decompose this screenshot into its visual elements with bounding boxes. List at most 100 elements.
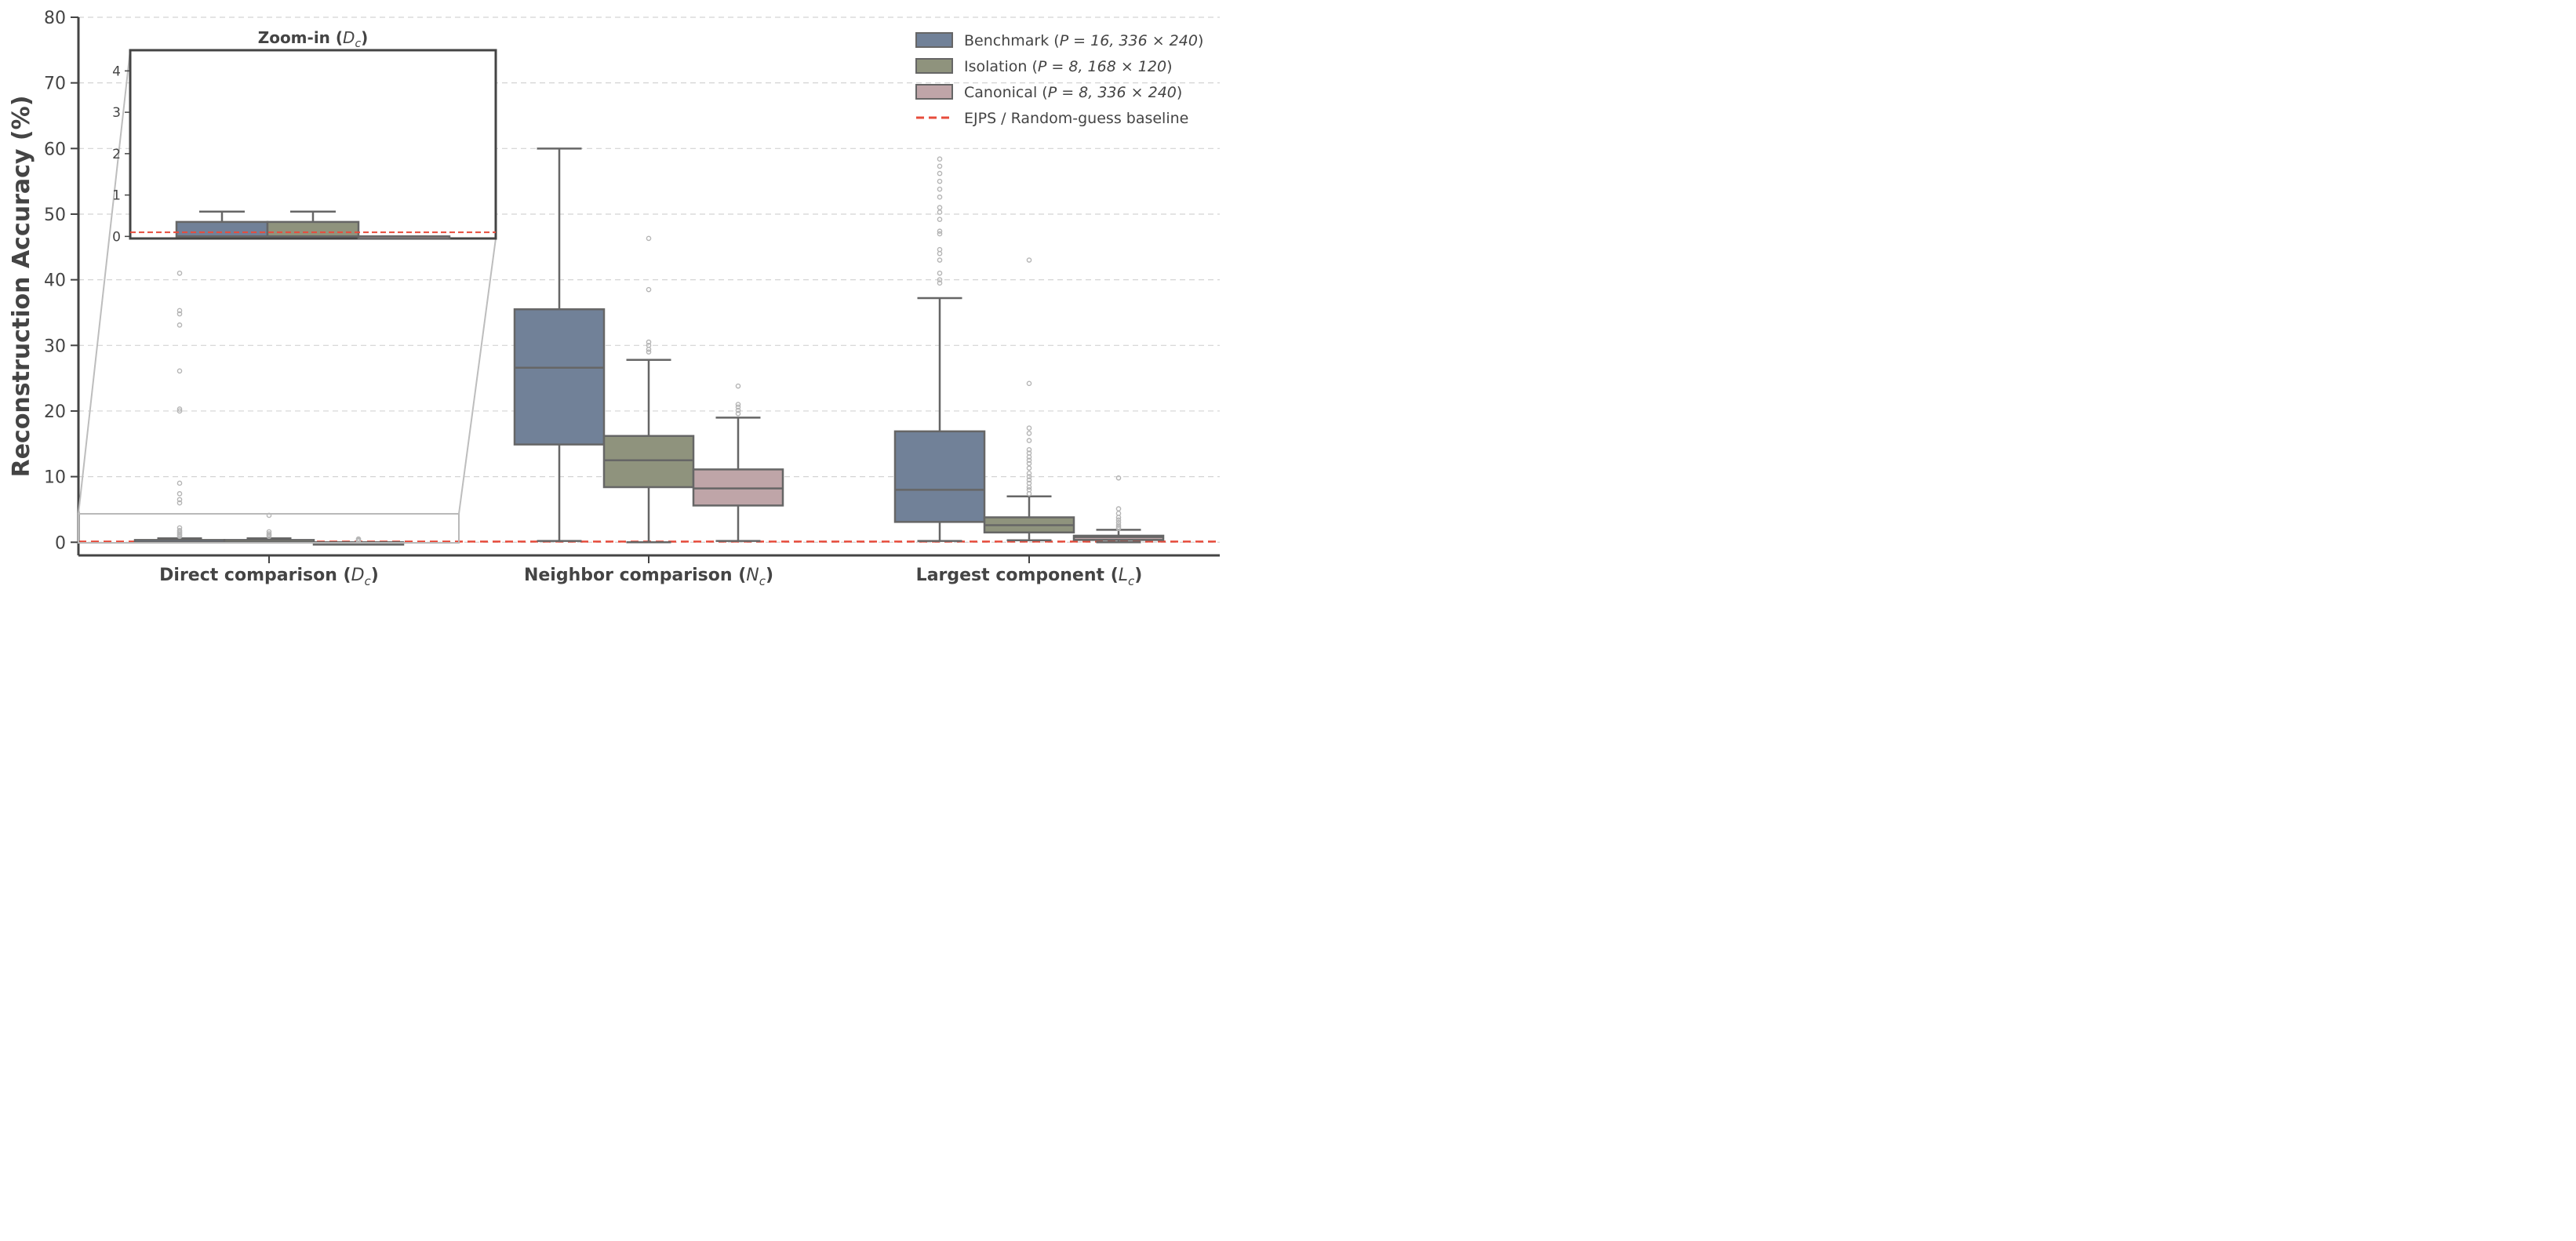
outlier-point — [1027, 258, 1031, 262]
outlier-point — [937, 187, 941, 191]
outlier-point — [177, 323, 181, 327]
outlier-point — [937, 157, 941, 161]
text-span: ) — [1134, 566, 1142, 585]
text-span: Isolation ( — [964, 58, 1038, 75]
text-span: Direct comparison ( — [159, 566, 351, 585]
legend-entry: Benchmark (P = 16, 336 × 240) — [916, 32, 1203, 49]
inset-frame — [130, 50, 496, 238]
outlier-point — [937, 271, 941, 275]
inset-y-tick-label: 0 — [112, 229, 121, 245]
outlier-point — [937, 164, 941, 168]
legend-swatch — [916, 59, 952, 73]
text-span: P = 8, 336 × 240 — [1048, 84, 1177, 101]
text-span: P = 16, 336 × 240 — [1060, 32, 1198, 49]
box — [1074, 476, 1163, 543]
legend-swatch — [916, 85, 952, 99]
box-plot-chart: 01020304050607080Direct comparison (Dc) N… — [0, 0, 2576, 1241]
outlier-point — [646, 236, 650, 240]
inset-y-tick-label: 2 — [112, 147, 121, 162]
x-tick-label: Neighbor comparison (Nc) — [524, 566, 773, 588]
outlier-point — [1027, 431, 1031, 435]
inset-title: Zoom-in (Dc) — [258, 28, 369, 50]
box-iqr — [604, 436, 693, 487]
y-tick-label: 30 — [44, 337, 66, 356]
outlier-point — [937, 210, 941, 214]
box — [604, 236, 693, 542]
text-span: ) — [361, 28, 368, 47]
box — [358, 236, 449, 238]
y-tick-label: 40 — [44, 271, 66, 291]
outlier-point — [1027, 439, 1031, 442]
box-iqr — [176, 222, 267, 236]
zoom-guide-left — [78, 50, 130, 514]
y-tick-label: 0 — [55, 533, 66, 553]
outlier-point — [1027, 381, 1031, 385]
outlier-point — [736, 384, 740, 388]
text-span: Benchmark ( — [964, 32, 1060, 49]
outlier-point — [937, 195, 941, 199]
text-span: ) — [1198, 32, 1203, 49]
outlier-point — [937, 217, 941, 221]
outlier-point — [937, 206, 941, 209]
y-tick-label: 70 — [44, 75, 66, 94]
outlier-point — [736, 402, 740, 406]
outlier-point — [1116, 507, 1120, 511]
box-iqr — [515, 309, 604, 444]
legend-label: Isolation (P = 8, 168 × 120) — [964, 58, 1172, 75]
legend: Benchmark (P = 16, 336 × 240)Isolation (… — [916, 32, 1203, 127]
legend-label: EJPS / Random-guess baseline — [964, 110, 1188, 127]
box — [693, 384, 783, 541]
box — [224, 513, 314, 542]
inset-y-tick-label: 4 — [112, 64, 121, 79]
text-span: ) — [1166, 58, 1172, 75]
text-span: L — [1119, 566, 1128, 585]
y-tick-label: 10 — [44, 468, 66, 488]
y-tick-label: 50 — [44, 206, 66, 225]
axis-labels: Reconstruction Accuracy (%) — [8, 96, 35, 478]
text-span: D — [351, 566, 365, 585]
legend-entry: EJPS / Random-guess baseline — [916, 110, 1188, 127]
outlier-point — [937, 172, 941, 176]
outlier-point — [1027, 466, 1031, 470]
text-span: ) — [766, 566, 773, 585]
text-span: Canonical ( — [964, 84, 1048, 101]
box — [135, 271, 224, 543]
legend-swatch — [916, 33, 952, 47]
legend-entry: Isolation (P = 8, 168 × 120) — [916, 58, 1172, 75]
x-tick-label: Direct comparison (Dc) — [159, 566, 379, 588]
y-axis-label: Reconstruction Accuracy (%) — [8, 96, 35, 478]
box — [984, 258, 1074, 540]
legend-entry: Canonical (P = 8, 336 × 240) — [916, 84, 1182, 101]
legend-label: Benchmark (P = 16, 336 × 240) — [964, 32, 1203, 49]
outlier-point — [646, 288, 650, 292]
text-span: N — [746, 566, 759, 585]
text-span: Zoom-in ( — [258, 28, 343, 47]
text-span: EJPS / Random-guess baseline — [964, 110, 1188, 127]
box-iqr — [267, 222, 358, 236]
outlier-point — [1027, 426, 1031, 430]
box-iqr — [693, 469, 783, 505]
outlier-point — [177, 481, 181, 485]
text-span: ) — [1177, 84, 1182, 101]
y-tick-label: 60 — [44, 140, 66, 159]
outlier-point — [937, 229, 941, 233]
zoom-inset: 0 1 2 3 4 Zoom-in (Dc) — [112, 28, 496, 245]
text-span: ) — [371, 566, 379, 585]
inset-y-tick-label: 3 — [112, 105, 121, 121]
text-span: Largest component ( — [916, 566, 1119, 585]
box — [515, 148, 604, 540]
text-span: Neighbor comparison ( — [524, 566, 746, 585]
y-tick-label: 80 — [44, 9, 66, 28]
x-tick-label: Largest component (Lc) — [916, 566, 1143, 588]
y-tick-label: 20 — [44, 402, 66, 422]
box-iqr — [895, 431, 984, 522]
outlier-point — [937, 180, 941, 184]
outlier-point — [177, 369, 181, 373]
text-span: P = 8, 168 × 120 — [1038, 58, 1166, 75]
legend-label: Canonical (P = 8, 336 × 240) — [964, 84, 1182, 101]
outlier-point — [177, 492, 181, 496]
text-span: D — [343, 28, 355, 47]
outlier-point — [937, 258, 941, 262]
inset-y-tick-label: 1 — [112, 188, 121, 204]
outlier-point — [177, 271, 181, 275]
